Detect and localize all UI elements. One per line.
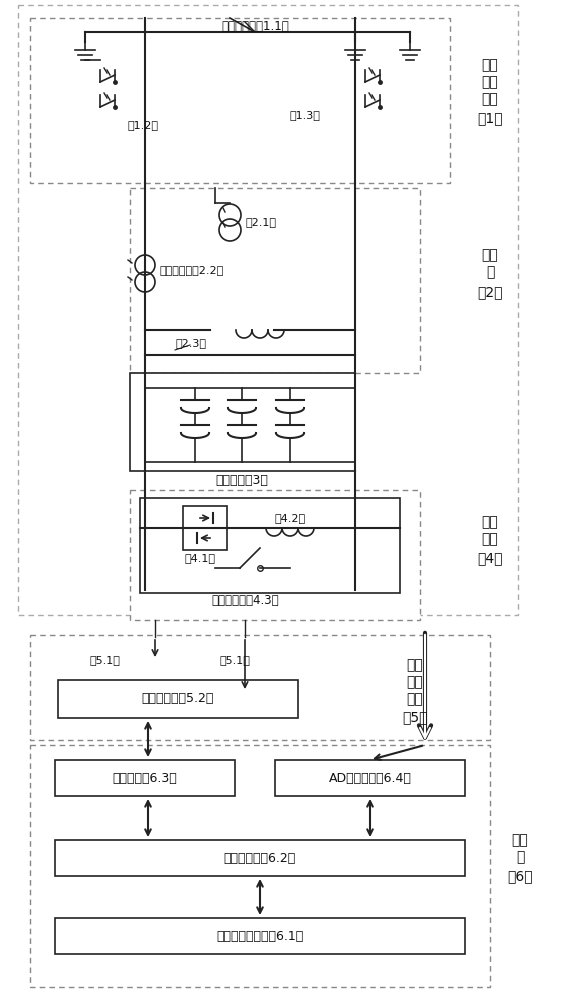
Text: （1.2）: （1.2） xyxy=(127,120,158,130)
Text: 保护: 保护 xyxy=(482,515,499,529)
Text: （4）: （4） xyxy=(477,551,503,565)
Bar xyxy=(30,745,490,987)
Bar xyxy=(55,840,465,876)
Text: （1）: （1） xyxy=(477,111,503,125)
Text: （2.1）: （2.1） xyxy=(245,217,276,227)
Text: （5）: （5） xyxy=(402,710,428,724)
Text: 电容器组（3）: 电容器组（3） xyxy=(215,474,268,487)
Bar xyxy=(30,635,490,740)
Text: 设备: 设备 xyxy=(482,532,499,546)
Text: 开关: 开关 xyxy=(482,92,499,106)
Text: 光电转换器（5.2）: 光电转换器（5.2） xyxy=(142,692,214,706)
Bar xyxy=(130,373,355,471)
Bar xyxy=(58,680,298,718)
Bar xyxy=(130,188,420,373)
Text: 可编程逻辑芯片（6.1）: 可编程逻辑芯片（6.1） xyxy=(217,930,304,942)
Text: AD采样芯片（6.4）: AD采样芯片（6.4） xyxy=(328,772,411,784)
Text: 转换: 转换 xyxy=(407,675,423,689)
Text: 系统: 系统 xyxy=(407,692,423,706)
Text: （2.3）: （2.3） xyxy=(175,338,206,348)
Text: 电流互感器（2.2）: 电流互感器（2.2） xyxy=(160,265,224,275)
Bar xyxy=(18,5,518,615)
Bar xyxy=(55,760,235,796)
Bar xyxy=(140,498,400,593)
Text: 电平转换器（6.2）: 电平转换器（6.2） xyxy=(224,852,296,864)
Text: 器: 器 xyxy=(486,265,494,279)
Bar xyxy=(183,506,227,550)
Text: 器: 器 xyxy=(516,850,524,864)
Text: （2）: （2） xyxy=(477,285,503,299)
Text: 控制: 控制 xyxy=(512,833,528,847)
Text: （6）: （6） xyxy=(507,869,533,883)
Bar xyxy=(130,490,420,620)
Text: 旁路接触器（4.3）: 旁路接触器（4.3） xyxy=(211,593,279,606)
Bar xyxy=(55,918,465,954)
Text: 操作: 操作 xyxy=(482,75,499,89)
Text: 投切断路器（1.1）: 投切断路器（1.1） xyxy=(221,19,289,32)
Bar xyxy=(30,18,450,183)
Text: （5.1）: （5.1） xyxy=(90,655,121,665)
Text: 光电隔离（6.3）: 光电隔离（6.3） xyxy=(113,772,178,784)
Text: （4.1）: （4.1） xyxy=(185,553,215,563)
Text: （5.1）: （5.1） xyxy=(220,655,251,665)
Text: 传感: 传感 xyxy=(482,248,499,262)
Text: （4.2）: （4.2） xyxy=(274,513,305,523)
Text: 光电: 光电 xyxy=(407,658,423,672)
Text: （1.3）: （1.3） xyxy=(290,110,321,120)
Text: 投切: 投切 xyxy=(482,58,499,72)
Bar xyxy=(275,760,465,796)
